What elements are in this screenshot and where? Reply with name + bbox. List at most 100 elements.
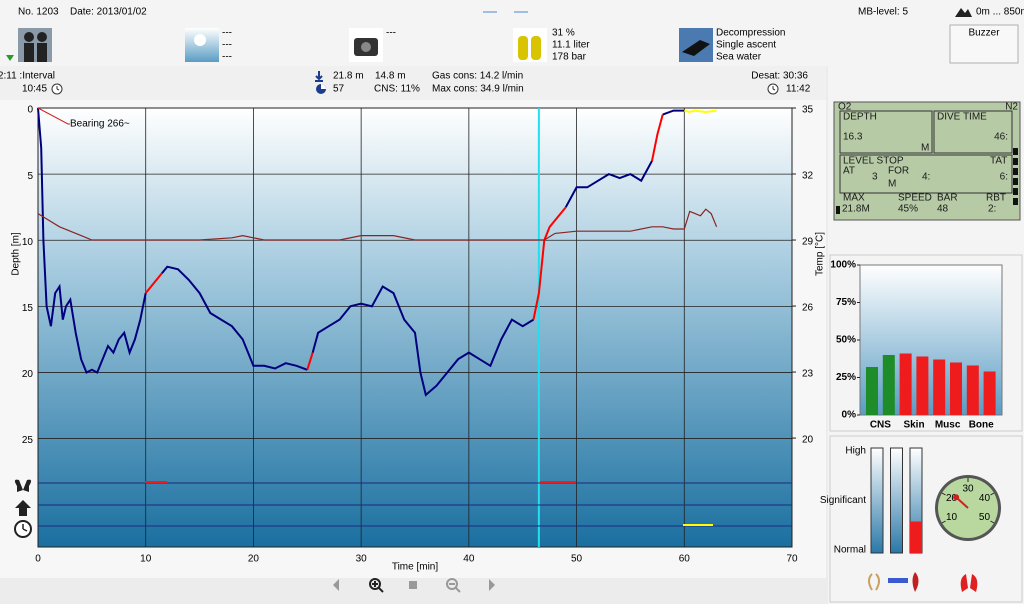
- lcd-speed: 45%: [898, 204, 918, 215]
- start-time: 10:45: [22, 84, 47, 95]
- depth-line: [161, 265, 308, 371]
- bar: [899, 353, 912, 415]
- y2-tick-label: 29: [802, 237, 814, 248]
- stop-button[interactable]: [409, 581, 417, 589]
- y-tick-label: 10: [22, 237, 34, 248]
- next-button[interactable]: [489, 579, 495, 591]
- dial-label: 40: [979, 493, 991, 504]
- item-text: 11.1 liter: [552, 40, 590, 51]
- tissue-plot: [859, 264, 1003, 416]
- speed-label: SPEED: [898, 193, 932, 204]
- lcd-depth-unit: M: [921, 143, 929, 154]
- item-text: ---: [222, 28, 232, 39]
- dive-time-label: DIVE TIME: [937, 112, 987, 123]
- plot-area: [37, 107, 793, 548]
- x-tick-label: 40: [463, 554, 475, 565]
- end-time: 11:42: [786, 84, 811, 95]
- y2-tick-label: 26: [802, 303, 814, 314]
- lcd-stop-unit: M: [888, 179, 896, 190]
- y2-tick-label: 35: [802, 105, 814, 116]
- lcd-stop-depth: 3: [872, 172, 878, 183]
- ascent-icon: [15, 500, 31, 516]
- y-tick-label: 20: [22, 369, 34, 380]
- item-text: Single ascent: [716, 40, 776, 51]
- depth-line: [532, 206, 567, 320]
- item-text: 178 bar: [552, 52, 587, 63]
- o2-label: O2: [838, 102, 852, 113]
- lcd-bar: 48: [937, 204, 949, 215]
- dial-tick: [941, 520, 946, 524]
- depth-line: [37, 107, 147, 374]
- depth-line: [306, 352, 314, 371]
- at-label: AT: [843, 166, 855, 177]
- lcd-tat: 6:: [1000, 172, 1008, 183]
- dial-label: 20: [946, 493, 958, 504]
- y-tick-label: 25%: [836, 372, 856, 383]
- dropdown-arrow[interactable]: [6, 55, 14, 61]
- annotation: Bearing 266~: [70, 119, 130, 130]
- x-tick-label: Bone: [969, 420, 994, 431]
- y2-axis-label: Temp [°C]: [815, 232, 826, 276]
- x-tick-label: 50: [571, 554, 583, 565]
- x-tick-label: 10: [140, 554, 152, 565]
- bar: [966, 365, 979, 415]
- level-label: High: [845, 446, 866, 457]
- info-bar: [0, 66, 826, 102]
- buzzer-label: Buzzer: [968, 28, 1000, 39]
- x-tick-label: 0: [35, 554, 41, 565]
- syringe-icon: [888, 578, 908, 583]
- item-text: ---: [222, 40, 232, 51]
- lcd-dive-time: 46:: [994, 132, 1008, 143]
- y-tick-label: 100%: [830, 260, 856, 271]
- for-label: FOR: [888, 166, 909, 177]
- depth-line: [684, 109, 717, 114]
- dial-tick: [990, 492, 995, 496]
- depth-line: [662, 109, 685, 116]
- zoom-out-button[interactable]: [446, 578, 458, 590]
- dial-tick: [941, 492, 946, 496]
- y-tick-label: 0%: [842, 410, 857, 421]
- mb-level: MB-level: 5: [858, 7, 908, 18]
- item-text: 31 %: [552, 28, 575, 39]
- x-axis-label: Time [min]: [392, 562, 439, 573]
- y-tick-label: 5: [27, 171, 33, 182]
- x-tick-label: 20: [248, 554, 260, 565]
- duration: 57: [333, 84, 345, 95]
- y-tick-label: 75%: [836, 297, 856, 308]
- altitude: 0m ... 850m: [976, 7, 1024, 18]
- dial-label: 10: [946, 512, 958, 523]
- dial-label: 30: [962, 484, 974, 495]
- buzzer-button[interactable]: [949, 24, 1019, 64]
- dive-number: No. 1203: [18, 7, 59, 18]
- level-label: Normal: [834, 545, 866, 556]
- item-text: Decompression: [716, 28, 785, 39]
- depth-icon: [315, 71, 323, 82]
- cns: CNS: 11%: [374, 84, 420, 95]
- level-tube: [890, 447, 903, 554]
- dial-hub: [953, 494, 960, 501]
- bar: [916, 356, 929, 415]
- x-tick-label: 70: [786, 554, 798, 565]
- y-tick-label: 50%: [836, 335, 856, 346]
- lungs-icon: [14, 479, 32, 492]
- dive-date: Date: 2013/01/02: [70, 7, 147, 18]
- depth-line: [564, 160, 653, 208]
- bar: [933, 359, 946, 415]
- depth-line: [651, 114, 664, 162]
- prev-button[interactable]: [333, 579, 339, 591]
- zoom-in-button[interactable]: [369, 578, 381, 590]
- bar: [882, 355, 895, 415]
- lcd-depth: 16.3: [843, 132, 863, 143]
- level-stop-label: LEVEL STOP: [843, 156, 904, 167]
- x-tick-label: Musc: [935, 420, 961, 431]
- depth-line: [311, 285, 535, 397]
- max-depth: 21.8 m: [333, 71, 364, 82]
- y-tick-label: 25: [22, 435, 34, 446]
- tat-label: TAT: [990, 156, 1007, 167]
- y2-tick-label: 23: [802, 369, 814, 380]
- rbt-label: RBT: [986, 193, 1006, 204]
- item-text: ---: [222, 52, 232, 63]
- max-cons: Max cons: 34.9 l/min: [432, 84, 524, 95]
- bar: [866, 367, 878, 415]
